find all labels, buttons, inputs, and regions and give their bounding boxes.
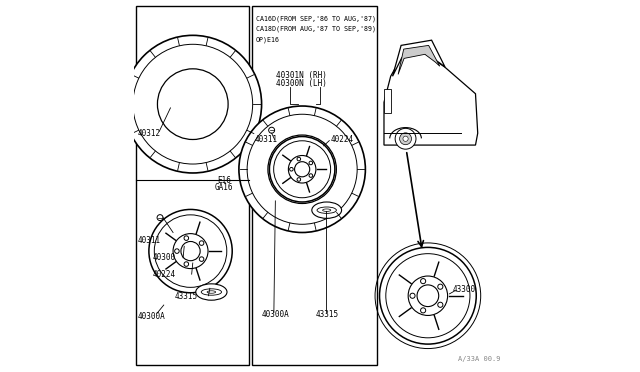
Circle shape — [154, 215, 227, 287]
Polygon shape — [398, 45, 440, 74]
Circle shape — [438, 302, 443, 307]
Circle shape — [410, 293, 415, 298]
Circle shape — [408, 276, 447, 315]
Circle shape — [239, 106, 365, 232]
Ellipse shape — [312, 202, 342, 218]
Text: 40300A: 40300A — [138, 312, 166, 321]
Circle shape — [184, 236, 189, 240]
Text: 40311: 40311 — [255, 135, 278, 144]
Circle shape — [297, 178, 301, 181]
Circle shape — [269, 137, 335, 202]
Circle shape — [247, 114, 357, 224]
Circle shape — [124, 35, 262, 173]
Circle shape — [380, 247, 476, 344]
Text: 43300: 43300 — [452, 285, 476, 294]
Bar — [136, 6, 250, 365]
Circle shape — [403, 136, 408, 141]
Circle shape — [309, 161, 312, 165]
Text: 40300A: 40300A — [262, 310, 290, 319]
Circle shape — [157, 215, 163, 221]
Circle shape — [294, 162, 310, 177]
Circle shape — [133, 44, 253, 164]
Circle shape — [417, 285, 439, 307]
Text: OP)E16: OP)E16 — [256, 36, 280, 43]
Circle shape — [173, 234, 208, 269]
Text: A/33A 00.9: A/33A 00.9 — [458, 356, 500, 362]
Ellipse shape — [196, 284, 227, 300]
Circle shape — [199, 241, 204, 246]
Circle shape — [199, 257, 204, 262]
Circle shape — [157, 69, 228, 140]
Polygon shape — [384, 53, 477, 145]
Circle shape — [386, 254, 470, 338]
Text: 40312: 40312 — [138, 129, 161, 138]
Circle shape — [438, 284, 443, 289]
Circle shape — [420, 308, 426, 313]
Circle shape — [269, 127, 275, 133]
Text: 43315: 43315 — [316, 310, 339, 319]
Circle shape — [184, 262, 189, 266]
Circle shape — [181, 241, 200, 261]
Circle shape — [420, 279, 426, 284]
Circle shape — [175, 249, 179, 253]
Text: GA16: GA16 — [215, 183, 233, 192]
Text: 40300N (LH): 40300N (LH) — [276, 79, 327, 88]
Bar — [252, 6, 377, 365]
Text: CA16D(FROM SEP,'86 TO AUG,'87): CA16D(FROM SEP,'86 TO AUG,'87) — [256, 16, 376, 22]
Bar — [384, 89, 390, 113]
Text: 40224: 40224 — [152, 270, 176, 279]
Polygon shape — [392, 40, 445, 76]
Text: 40301N (RH): 40301N (RH) — [276, 71, 327, 80]
Circle shape — [149, 209, 232, 293]
Circle shape — [309, 174, 312, 177]
Text: 40300: 40300 — [152, 253, 176, 262]
Text: E16: E16 — [217, 176, 231, 185]
Text: CA18D(FROM AUG,'87 TO SEP,'89): CA18D(FROM AUG,'87 TO SEP,'89) — [256, 26, 376, 32]
Circle shape — [274, 141, 331, 198]
Circle shape — [395, 128, 416, 149]
Circle shape — [297, 157, 301, 161]
Circle shape — [290, 167, 293, 171]
Circle shape — [289, 155, 316, 183]
Text: 40224: 40224 — [330, 135, 353, 144]
Circle shape — [268, 135, 337, 203]
Text: 43315: 43315 — [174, 292, 197, 301]
Text: 40311: 40311 — [138, 235, 161, 244]
Circle shape — [399, 133, 412, 145]
